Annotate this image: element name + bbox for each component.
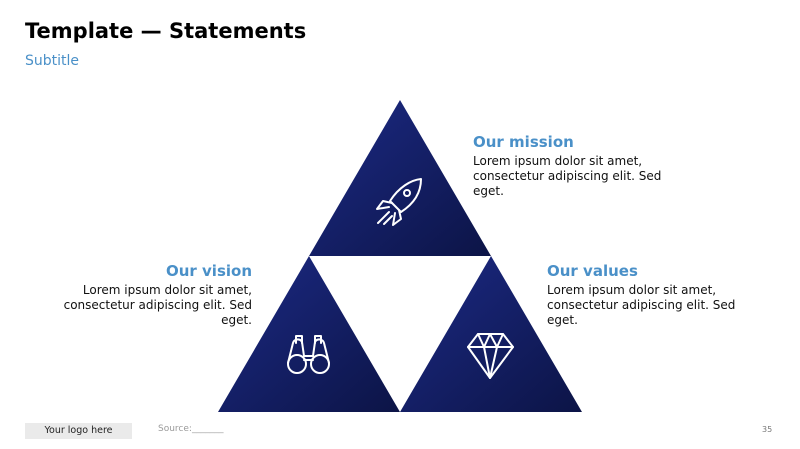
page-subtitle: Subtitle — [25, 53, 80, 69]
triangle-top — [309, 100, 491, 256]
values-statement: Our values Lorem ipsum dolor sit amet, c… — [547, 262, 747, 328]
page-title: Template — Statements — [25, 19, 307, 43]
page-number: 35 — [762, 425, 773, 434]
mission-heading: Our mission — [473, 133, 574, 151]
mission-text: Lorem ipsum dolor sit amet, consectetur … — [473, 154, 662, 198]
vision-statement: Our vision Lorem ipsum dolor sit amet, c… — [52, 262, 252, 328]
vision-heading: Our vision — [165, 262, 252, 280]
values-text: Lorem ipsum dolor sit amet, consectetur … — [547, 283, 736, 327]
triangle-left — [218, 256, 400, 412]
values-heading: Our values — [547, 262, 638, 280]
diamond-icon — [467, 333, 514, 379]
vision-text: Lorem ipsum dolor sit amet, consectetur … — [63, 283, 252, 327]
binoculars-icon — [287, 335, 330, 374]
mission-statement: Our mission Lorem ipsum dolor sit amet, … — [473, 133, 673, 199]
rocket-icon — [376, 178, 422, 226]
logo-placeholder: Your logo here — [25, 423, 132, 439]
source-note: Source:_______ — [158, 424, 224, 434]
